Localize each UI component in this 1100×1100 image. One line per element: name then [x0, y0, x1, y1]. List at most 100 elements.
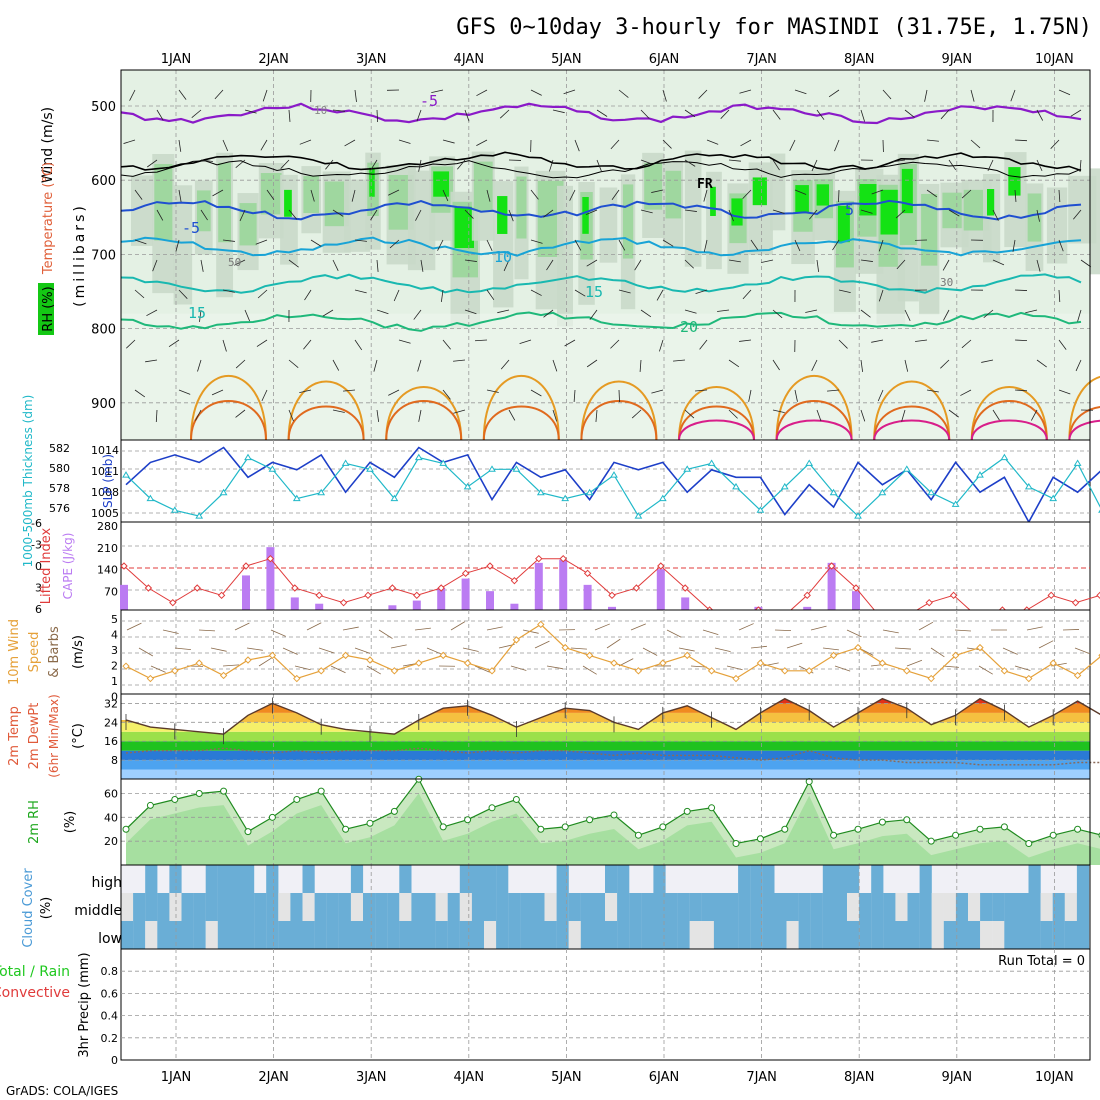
cape-tick: 140: [97, 564, 118, 577]
rh-shade-band: [770, 153, 786, 231]
wind-barb: [261, 389, 268, 402]
wind-barb: [893, 159, 906, 163]
wind-barb: [332, 359, 340, 371]
cloud-cell: [653, 865, 666, 893]
rh-marker: [171, 795, 179, 803]
surface-wind-barb: [642, 647, 658, 656]
cloud-cell: [459, 865, 472, 893]
wind-barb: [235, 409, 246, 418]
wind-barb: [519, 339, 532, 345]
wind-speed-marker: [756, 659, 765, 667]
cloud-cell: [750, 921, 763, 949]
lifted-index-marker: [632, 584, 641, 592]
precip-tick: 0.6: [101, 987, 119, 1000]
precip-tick: 0: [111, 1054, 118, 1067]
surface-wind-barb: [258, 657, 273, 667]
thickness-marker: [170, 506, 179, 513]
wind-barb: [418, 159, 422, 172]
pressure-tick-label: 600: [91, 174, 116, 189]
cloud-cell: [193, 921, 206, 949]
cloud-cell: [592, 921, 606, 949]
cloud-cell: [592, 893, 606, 921]
wind-barb: [739, 89, 752, 94]
wind-barb: [728, 209, 734, 222]
wind-barb: [720, 109, 730, 119]
wind-barb: [695, 389, 708, 392]
wind-barb: [530, 389, 542, 397]
cloud-gap: [169, 893, 182, 921]
rh-marker: [878, 818, 886, 826]
wind-barb: [376, 109, 379, 123]
surface-wind-barb: [198, 629, 215, 632]
wind-barb: [1036, 209, 1040, 222]
precip-tick: 0.8: [101, 965, 119, 978]
thickness-tick: 582: [49, 442, 70, 455]
wind-speed-marker: [122, 662, 130, 670]
wind-barb: [948, 409, 959, 418]
temp-band: [121, 760, 1090, 770]
wind-barb: [871, 339, 884, 343]
thickness-marker: [610, 471, 618, 478]
wind-barb: [257, 289, 268, 299]
rh-shade-band: [748, 162, 773, 255]
wind-barb: [816, 409, 822, 422]
cloud-gap: [895, 893, 908, 921]
rh-marker: [830, 831, 838, 839]
wind-barb: [684, 409, 695, 419]
wind-barb: [651, 189, 664, 193]
contour-label-10: 10: [494, 248, 512, 266]
wind-barb: [222, 139, 229, 152]
cloud-cell: [447, 921, 460, 949]
cape-tick: 280: [97, 520, 118, 533]
surface-wind-barb: [1062, 629, 1080, 631]
contour-label-minus5: -5: [182, 219, 200, 237]
surface-wind-barb: [762, 662, 779, 667]
wind-barb: [940, 109, 950, 120]
wind-barb: [816, 109, 825, 120]
wind-speed-marker: [439, 651, 447, 660]
cloud-cell: [496, 921, 509, 949]
cloud-cell: [145, 865, 158, 893]
cloud-cell: [617, 893, 630, 921]
wind-barb: [393, 289, 400, 302]
cloud-cell: [229, 865, 243, 893]
wind-barb: [860, 209, 873, 214]
wind-barb: [761, 259, 774, 263]
wind-barb: [200, 209, 208, 221]
wind-barb: [376, 259, 379, 272]
lifted-index-marker: [315, 591, 323, 600]
lifted-index-marker: [852, 584, 860, 592]
wind-speed-marker: [317, 667, 325, 675]
wind-barb: [631, 409, 642, 419]
wind-barb: [739, 339, 752, 342]
rh-shade-mid: [473, 161, 493, 211]
cloud-cell: [677, 921, 690, 949]
wind-barb: [322, 309, 334, 317]
lifted-index-marker: [242, 562, 250, 570]
date-axis-top: 1JAN 2JAN 3JAN 4JAN 5JAN 6JAN 7JAN 8JAN 9JAN 10JA…: [161, 52, 1074, 67]
wind-barb: [191, 109, 202, 118]
cape-bar: [827, 562, 836, 610]
contour-minus5-upper: [120, 102, 1082, 125]
wind-barb: [838, 339, 848, 349]
thickness-marker: [1024, 482, 1033, 490]
surface-wind-barb: [378, 629, 393, 639]
wind-barb: [508, 209, 514, 222]
cloud-cell: [1076, 921, 1090, 949]
cloud-panel: high middle low Cloud Cover (%): [21, 864, 1091, 950]
wind-barb: [970, 139, 981, 149]
thickness-marker: [195, 512, 204, 519]
cloud-cell: [447, 893, 460, 921]
wind-barb: [639, 359, 642, 372]
rh-shade-high: [752, 177, 767, 206]
cloud-gap: [484, 921, 497, 949]
wind-barb: [280, 159, 290, 169]
wind-tick: 5: [111, 613, 118, 626]
cloud-gap: [931, 921, 944, 949]
surface-wind-barb: [894, 647, 911, 650]
wind-speed-marker: [463, 659, 472, 667]
wind-barb: [960, 389, 972, 396]
lifted-index-marker: [339, 598, 348, 607]
contour-25: [775, 374, 853, 441]
surface-wind-barb: [846, 629, 862, 638]
